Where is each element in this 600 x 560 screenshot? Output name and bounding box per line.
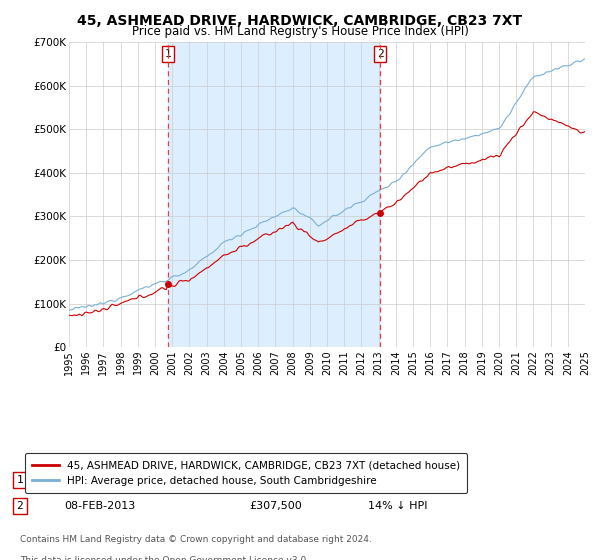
Legend: 45, ASHMEAD DRIVE, HARDWICK, CAMBRIDGE, CB23 7XT (detached house), HPI: Average : 45, ASHMEAD DRIVE, HARDWICK, CAMBRIDGE, …	[25, 453, 467, 493]
Text: 14% ↓ HPI: 14% ↓ HPI	[368, 501, 428, 511]
Text: 2: 2	[17, 501, 23, 511]
Text: 45, ASHMEAD DRIVE, HARDWICK, CAMBRIDGE, CB23 7XT: 45, ASHMEAD DRIVE, HARDWICK, CAMBRIDGE, …	[77, 14, 523, 28]
Text: 2: 2	[377, 49, 383, 59]
Text: £146,000: £146,000	[250, 475, 302, 485]
Text: Price paid vs. HM Land Registry's House Price Index (HPI): Price paid vs. HM Land Registry's House …	[131, 25, 469, 38]
Text: 08-FEB-2013: 08-FEB-2013	[64, 501, 135, 511]
Text: This data is licensed under the Open Government Licence v3.0.: This data is licensed under the Open Gov…	[20, 556, 309, 560]
Text: Contains HM Land Registry data © Crown copyright and database right 2024.: Contains HM Land Registry data © Crown c…	[20, 535, 372, 544]
Text: 1: 1	[17, 475, 23, 485]
Text: 20-OCT-2000: 20-OCT-2000	[64, 475, 137, 485]
Text: 1: 1	[164, 49, 171, 59]
Bar	[168, 42, 380, 347]
Text: 23% ↓ HPI: 23% ↓ HPI	[368, 475, 428, 485]
Text: £307,500: £307,500	[250, 501, 302, 511]
